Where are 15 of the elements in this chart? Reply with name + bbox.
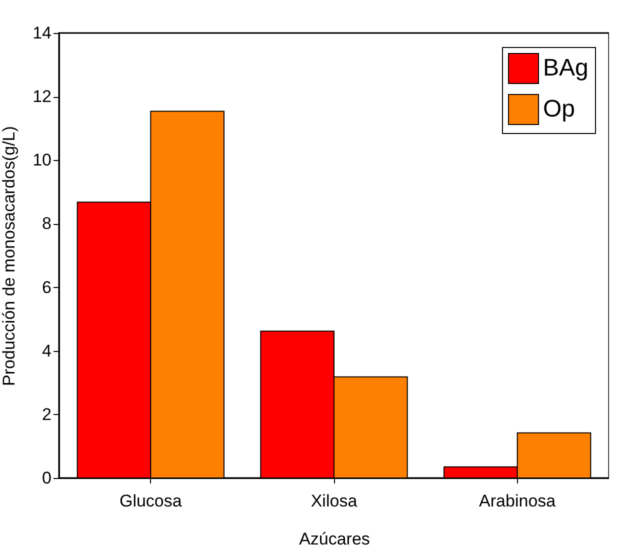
x-tick-label: Glucosa — [119, 492, 182, 510]
y-tick-label: 4 — [42, 341, 52, 360]
legend-label: BAg — [543, 54, 588, 82]
y-tick-label: 0 — [42, 468, 52, 488]
y-tick-label: 10 — [32, 150, 52, 170]
y-tick-label: 2 — [42, 404, 52, 424]
y-tick-label: 12 — [32, 87, 52, 106]
x-axis-title: Azúcares — [299, 530, 370, 548]
y-tick-label: 6 — [42, 278, 52, 297]
y-tick-label: 14 — [32, 24, 52, 42]
legend-label: Op — [543, 96, 576, 122]
x-tick-label: Arabinosa — [479, 492, 556, 510]
y-axis-title: Producción de monosacardos(g/L) — [0, 126, 19, 386]
x-tick-label: Xilosa — [310, 492, 358, 510]
y-tick-label: 8 — [42, 214, 52, 234]
